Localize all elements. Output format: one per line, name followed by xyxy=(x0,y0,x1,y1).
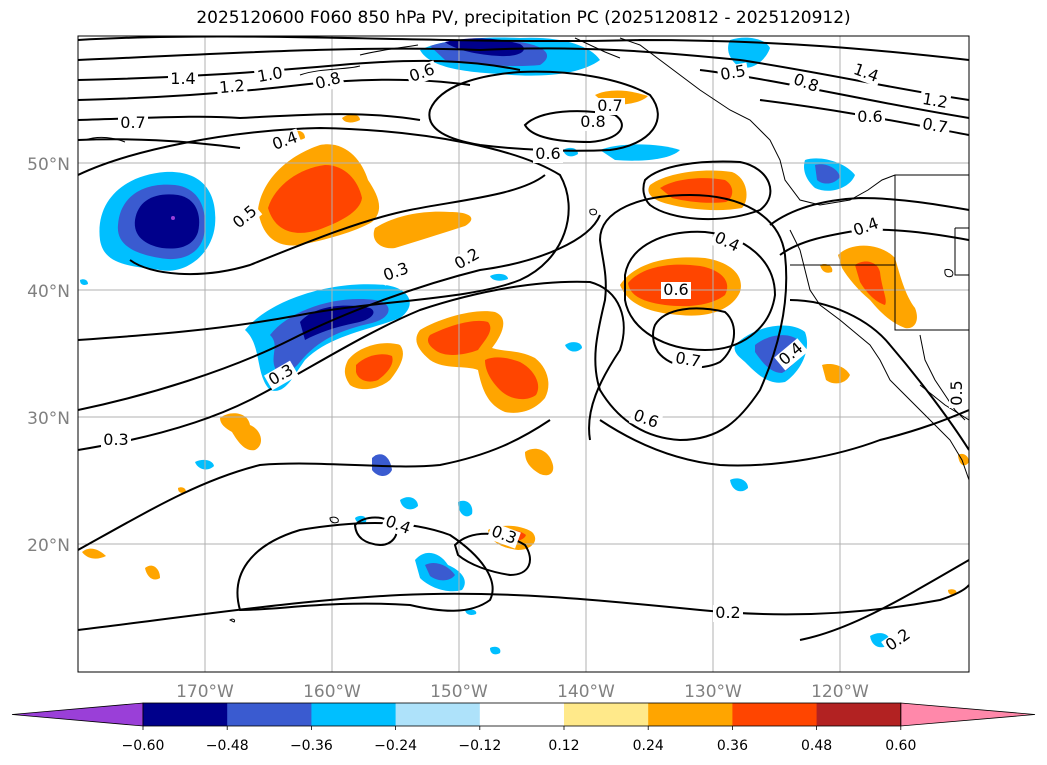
contour-label-background xyxy=(311,69,345,94)
contour-label: 0.7 xyxy=(597,96,622,115)
colorbar-tick-label: 0.24 xyxy=(633,738,664,754)
contour-label-background xyxy=(264,360,299,391)
lon-tick-label: 160°W xyxy=(303,682,361,702)
colorbar-segment xyxy=(311,703,397,726)
contour-label-background xyxy=(671,349,705,372)
contour-label-background xyxy=(486,522,521,549)
lon-tick-label: 140°W xyxy=(557,682,615,702)
colorbar-segment xyxy=(732,703,818,726)
contour-label-background xyxy=(253,64,287,87)
contour-label-background xyxy=(661,282,691,299)
lat-tick-label: 20°N xyxy=(27,536,70,556)
colorbar-tick-label: 0.36 xyxy=(717,738,748,754)
contour-label-background xyxy=(216,77,248,98)
lat-tick-label: 40°N xyxy=(27,282,70,302)
colorbar-tick-label: −0.12 xyxy=(458,738,501,754)
contour-label-background xyxy=(118,115,148,132)
contour-label-background xyxy=(788,70,823,97)
colorbar-tick-labels: −0.60 −0.48 −0.36 −0.24 −0.12 0.12 0.24 0.36 0.4… xyxy=(122,726,916,754)
contour-label-background xyxy=(855,109,885,126)
contour-label: 0.7 xyxy=(120,113,145,132)
contour-label-background xyxy=(949,378,966,408)
contour-label-background xyxy=(168,71,198,88)
contour-label: 0.2 xyxy=(882,625,914,655)
contour-label-background xyxy=(849,214,884,241)
contour-label: 0.6 xyxy=(663,280,688,299)
contour-label: 0.8 xyxy=(580,112,605,131)
lat-tick-label: 30°N xyxy=(27,409,70,429)
contour-label-background xyxy=(228,201,263,234)
contour-label-background xyxy=(918,115,952,138)
pv-contours xyxy=(78,36,969,641)
contour-label-background xyxy=(713,605,743,622)
contour-label-background xyxy=(450,244,485,275)
contour-label: 0.2 xyxy=(715,603,740,622)
contour-label: 0.6 xyxy=(535,144,560,163)
colorbar-tick-label: 0.12 xyxy=(548,738,579,754)
colorbar-tick-label: 0.48 xyxy=(801,738,832,754)
contour-label: 0.5 xyxy=(947,380,966,405)
lat-tick-label: 50°N xyxy=(27,155,70,175)
contour-label-background xyxy=(379,259,414,286)
contour-label-background xyxy=(533,146,563,163)
contour-label: 0.8 xyxy=(313,68,343,93)
colorbar-segment xyxy=(816,703,902,726)
colorbar-segment xyxy=(479,703,565,726)
contour-label-background xyxy=(709,228,744,257)
lon-tick-label: 170°W xyxy=(176,682,234,702)
colorbar-tick-label: −0.48 xyxy=(206,738,249,754)
colorbar-segment xyxy=(143,703,228,726)
colorbar-extend-low xyxy=(11,702,144,727)
contour-label-background xyxy=(101,432,131,449)
contour-label-background xyxy=(380,512,415,539)
contour-label: 0.3 xyxy=(103,430,128,449)
contour-label-background xyxy=(848,60,883,87)
colorbar-tick-label: 0.60 xyxy=(885,738,916,754)
colorbar-tick-label: −0.24 xyxy=(374,738,417,754)
contour-label-background xyxy=(268,128,303,155)
colorbar xyxy=(11,702,1036,727)
colorbar-segment xyxy=(564,703,649,726)
contour-label-background xyxy=(774,338,809,371)
map-plot-area: 1.4 1.21.0 0.8 0.60.70.40.50.3 0.20.80.70.60… xyxy=(78,36,969,672)
colorbar-segment xyxy=(395,703,481,726)
latitude-tick-labels: 50°N 40°N 30°N 20°N xyxy=(27,155,70,556)
contour-label: 1.2 xyxy=(921,89,949,112)
map-title: 2025120600 F060 850 hPa PV, precipitatio… xyxy=(196,8,851,28)
contour-label: 1.2 xyxy=(218,76,245,97)
precipitation-shading xyxy=(80,37,969,655)
lon-tick-label: 120°W xyxy=(811,682,869,702)
contour-label-background xyxy=(881,624,916,656)
contour-label: 1.0 xyxy=(256,63,284,86)
colorbar-extend-high xyxy=(900,702,1036,727)
colorbar-segment xyxy=(227,703,312,726)
contour-label: 1.4 xyxy=(170,69,195,88)
coastlines xyxy=(84,37,969,623)
precip-negative-areas xyxy=(80,37,891,655)
colorbar-tick-label: −0.36 xyxy=(290,738,333,754)
longitude-tick-labels: 170°W 160°W 150°W 140°W 130°W 120°W xyxy=(176,682,869,702)
contour-label: 0.7 xyxy=(674,348,702,371)
contour-label-background xyxy=(716,62,750,85)
contour-label-background xyxy=(918,90,952,113)
lon-tick-label: 150°W xyxy=(430,682,488,702)
contour-label: 0.7 xyxy=(921,114,949,137)
contour-label-background xyxy=(628,406,663,433)
contour-label: 0.5 xyxy=(719,61,747,84)
colorbar-frame xyxy=(142,702,902,727)
colorbar-tick-label: −0.60 xyxy=(122,738,165,754)
contour-label: 0.6 xyxy=(857,107,882,126)
contour-label-background xyxy=(595,98,625,115)
colorbar-segment xyxy=(648,703,733,726)
contour-label-background xyxy=(578,114,608,131)
contour-label: 0.5 xyxy=(229,201,261,232)
lon-tick-label: 130°W xyxy=(684,682,742,702)
map-frame xyxy=(77,35,970,673)
contour-label-background xyxy=(405,60,440,87)
